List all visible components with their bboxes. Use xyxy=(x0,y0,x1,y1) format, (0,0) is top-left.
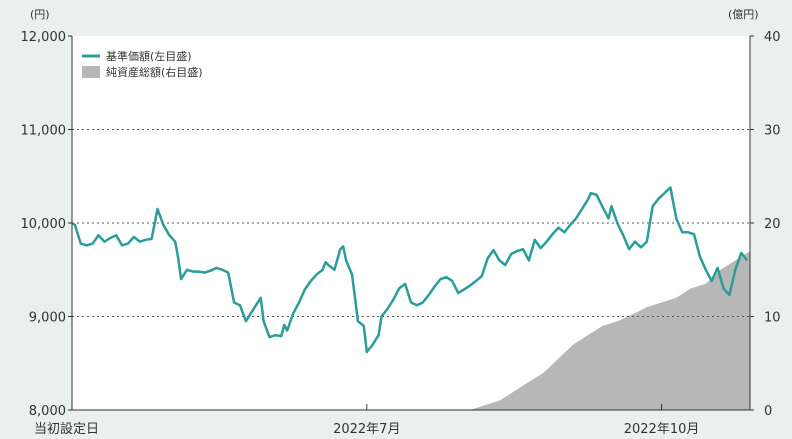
left-tick-label: 9,000 xyxy=(29,311,66,326)
x-tick-label: 2022年7月 xyxy=(333,422,400,437)
legend-nav-label: 基準価額(左目盛) xyxy=(106,49,192,63)
left-tick-label: 10,000 xyxy=(21,217,67,232)
right-tick-label: 0 xyxy=(764,404,772,419)
legend-assets-swatch xyxy=(82,66,100,78)
right-tick-label: 10 xyxy=(764,311,781,326)
nav-line xyxy=(71,186,749,354)
right-tick-label: 20 xyxy=(764,217,781,232)
legend-assets-label: 純資産総額(右目盛) xyxy=(106,65,203,79)
assets-area-layer xyxy=(469,251,750,410)
x-tick-label: 当初設定日 xyxy=(34,421,99,437)
grid-layer xyxy=(72,129,750,317)
nav-line-layer xyxy=(71,186,749,354)
right-tick-label: 40 xyxy=(764,30,781,45)
axis-layer: 8,000 9,000 10,000 11,000 12,000 0 10 20 30 40 当初設… xyxy=(21,30,781,437)
left-tick-label: 12,000 xyxy=(21,30,67,45)
right-axis-unit: (億円) xyxy=(728,8,759,21)
left-tick-label: 11,000 xyxy=(21,124,67,139)
left-axis-unit: (円) xyxy=(30,8,50,21)
right-tick-label: 30 xyxy=(764,124,781,139)
left-tick-label: 8,000 xyxy=(29,404,66,419)
assets-area xyxy=(469,251,750,410)
legend: 基準価額(左目盛) 純資産総額(右目盛) xyxy=(82,49,203,79)
x-tick-label: 2022年10月 xyxy=(624,422,700,437)
